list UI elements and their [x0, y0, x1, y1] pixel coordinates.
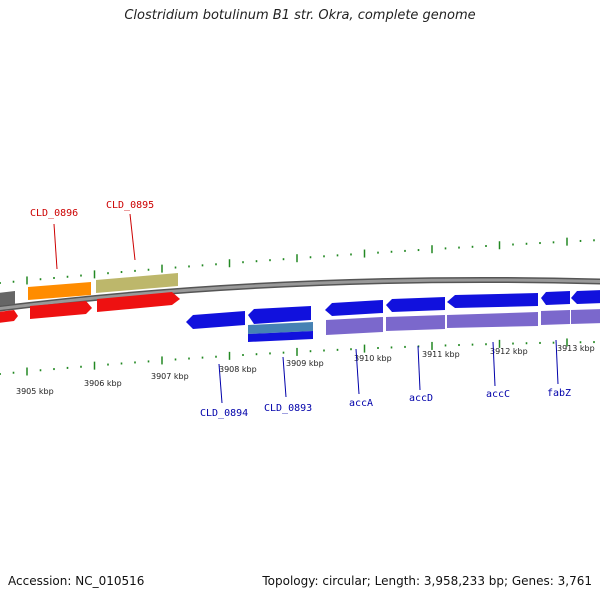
- scale-label: 3906 kbp: [84, 379, 122, 388]
- accession-text: Accession: NC_010516: [8, 574, 145, 588]
- feature-track: [0, 273, 600, 342]
- backbone: [0, 276, 600, 312]
- cds-orange[interactable]: [28, 282, 91, 300]
- cds-blue-accA[interactable]: [325, 300, 383, 316]
- cds-purple-1[interactable]: [326, 317, 383, 335]
- scale-label: 3912 kbp: [490, 347, 528, 356]
- cds-red-2[interactable]: [30, 301, 92, 319]
- gene-label-accC[interactable]: accC: [486, 389, 510, 400]
- gene-label-accA[interactable]: accA: [349, 398, 373, 409]
- cds-blue-1[interactable]: [186, 311, 245, 329]
- gene-label-fabZ[interactable]: fabZ: [547, 388, 571, 399]
- scale-label: 3909 kbp: [286, 359, 324, 368]
- scale-label: 3910 kbp: [354, 354, 392, 363]
- cds-steel[interactable]: [248, 322, 313, 334]
- cds-red-left[interactable]: [0, 310, 18, 323]
- cds-blue-3[interactable]: [248, 331, 313, 342]
- cds-purple-4[interactable]: [541, 310, 570, 325]
- cds-khaki[interactable]: [96, 273, 178, 293]
- genome-info-text: Topology: circular; Length: 3,958,233 bp…: [262, 574, 592, 588]
- scale-label: 3905 kbp: [16, 387, 54, 396]
- gene-label-accD[interactable]: accD: [409, 393, 433, 404]
- scale-label: 3908 kbp: [219, 365, 257, 374]
- scale-labels: 3905 kbp 3906 kbp 3907 kbp 3908 kbp 3909…: [16, 344, 595, 396]
- forward-gene-labels: CLD_0896 CLD_0895: [30, 200, 154, 270]
- cds-blue-fabZ[interactable]: [541, 291, 570, 305]
- scale-label: 3907 kbp: [151, 372, 189, 381]
- scale-label: 3911 kbp: [422, 350, 460, 359]
- cds-purple-2[interactable]: [386, 315, 445, 331]
- cds-blue-accC[interactable]: [447, 293, 538, 308]
- cds-red-3[interactable]: [97, 292, 180, 312]
- cds-purple-5[interactable]: [571, 309, 600, 324]
- gene-label-CLD_0896[interactable]: CLD_0896: [30, 208, 78, 219]
- scale-ticks: [0, 237, 595, 376]
- cds-purple-3[interactable]: [447, 312, 538, 328]
- reverse-gene-labels: CLD_0894 CLD_0893 accA accD accC fabZ: [200, 339, 571, 419]
- scale-label: 3913 kbp: [557, 344, 595, 353]
- cds-blue-right[interactable]: [571, 290, 600, 304]
- gene-label-CLD_0894[interactable]: CLD_0894: [200, 408, 248, 419]
- cds-gray-outer[interactable]: [0, 291, 15, 306]
- gene-label-CLD_0895[interactable]: CLD_0895: [106, 200, 154, 211]
- cds-blue-2[interactable]: [248, 306, 311, 324]
- genome-title: Clostridium botulinum B1 str. Okra, comp…: [124, 8, 476, 23]
- cds-blue-accD[interactable]: [386, 297, 445, 312]
- gene-label-CLD_0893[interactable]: CLD_0893: [264, 403, 312, 414]
